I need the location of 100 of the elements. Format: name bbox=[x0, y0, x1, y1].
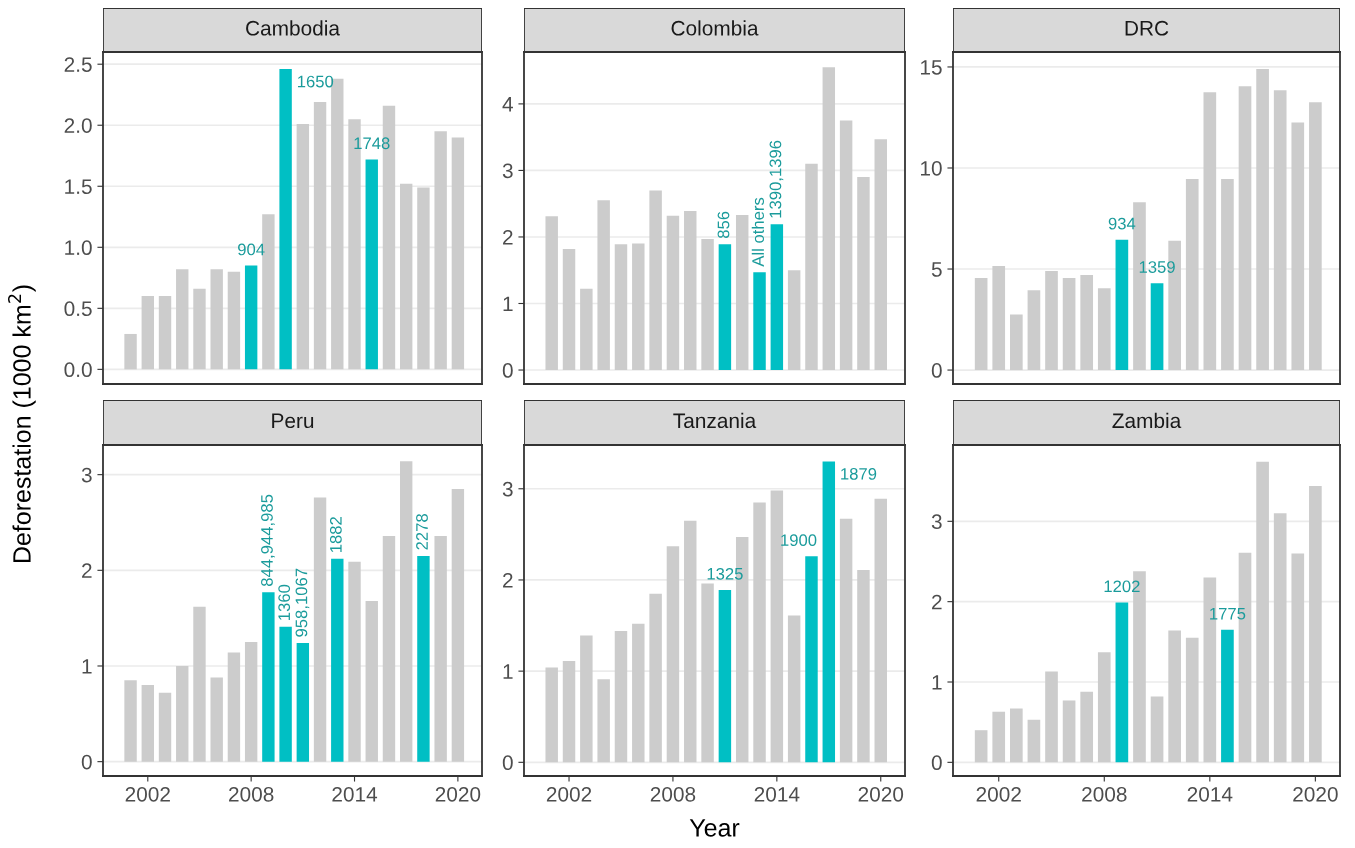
bar bbox=[1115, 602, 1129, 763]
bar bbox=[805, 556, 818, 763]
annotation: 1650 bbox=[297, 75, 334, 88]
bar bbox=[193, 288, 206, 370]
bar bbox=[857, 177, 870, 371]
bar bbox=[974, 278, 988, 371]
bar bbox=[1291, 553, 1305, 763]
bar bbox=[124, 680, 137, 762]
bar bbox=[992, 265, 1006, 371]
annotation: 856 bbox=[717, 211, 730, 238]
bar bbox=[822, 461, 836, 763]
chart-title: DRC bbox=[1125, 20, 1169, 36]
annotation: 904 bbox=[238, 243, 265, 256]
bar bbox=[1291, 122, 1305, 371]
bar bbox=[1221, 179, 1234, 371]
y-tick-label: 1 bbox=[82, 659, 92, 674]
bar bbox=[545, 216, 558, 371]
y-tick-label: 5 bbox=[931, 262, 942, 277]
bar bbox=[735, 215, 749, 371]
annotation: 2278 bbox=[416, 514, 428, 550]
annotation: 958,1067 bbox=[295, 568, 310, 637]
bar bbox=[296, 124, 310, 370]
y-tick-label: 10 bbox=[921, 160, 942, 176]
x-tick-label: 2014 bbox=[332, 786, 378, 802]
bar bbox=[1080, 691, 1094, 763]
bar bbox=[365, 159, 378, 370]
annotation: 1882 bbox=[329, 517, 342, 553]
y-tick-label: 1.5 bbox=[65, 179, 92, 195]
bar bbox=[331, 558, 344, 762]
chart-title: Peru bbox=[272, 413, 314, 429]
bar bbox=[1221, 629, 1234, 763]
bar bbox=[1062, 278, 1076, 371]
bar bbox=[1080, 275, 1094, 371]
y-tick-label: 1 bbox=[503, 664, 513, 679]
bar bbox=[1309, 485, 1322, 763]
bar bbox=[666, 546, 680, 763]
annotation: 1748 bbox=[354, 137, 390, 150]
bar bbox=[210, 269, 223, 370]
bar bbox=[874, 498, 887, 763]
bar bbox=[313, 102, 327, 370]
bar bbox=[597, 679, 610, 763]
bar bbox=[1097, 652, 1111, 763]
bar bbox=[279, 626, 292, 762]
y-tick-label: 15 bbox=[921, 60, 942, 75]
annotation: 1390,1396 bbox=[769, 140, 784, 218]
x-tick-label: 2008 bbox=[650, 786, 696, 802]
x-tick-label: 2002 bbox=[125, 786, 170, 802]
y-tick-label: 2 bbox=[932, 594, 942, 610]
bar bbox=[141, 296, 154, 370]
annotation: 1360 bbox=[278, 584, 291, 620]
bar bbox=[1185, 637, 1199, 763]
bar bbox=[1185, 179, 1199, 371]
bar bbox=[382, 535, 396, 762]
x-tick-label: 2008 bbox=[229, 786, 274, 802]
y-axis-title: Deforestation (1000 km$^{2}$) bbox=[8, 285, 36, 563]
bar bbox=[666, 215, 680, 371]
bar bbox=[770, 224, 784, 371]
bar bbox=[434, 131, 447, 370]
bar bbox=[262, 592, 275, 762]
bar bbox=[1045, 671, 1058, 763]
bar bbox=[562, 661, 576, 763]
bar bbox=[992, 711, 1006, 763]
x-tick-label: 2002 bbox=[546, 786, 592, 802]
y-tick-label: 0 bbox=[502, 363, 513, 378]
bar bbox=[451, 489, 465, 762]
bar bbox=[313, 497, 327, 762]
annotation: 1879 bbox=[841, 467, 877, 480]
bar bbox=[1150, 696, 1164, 763]
y-tick-label: 2.0 bbox=[64, 118, 92, 133]
bar bbox=[614, 244, 628, 371]
y-tick-label: 2 bbox=[503, 572, 513, 588]
bar bbox=[684, 520, 697, 763]
bar bbox=[597, 200, 610, 371]
bar bbox=[417, 187, 430, 370]
bar bbox=[649, 593, 662, 763]
bar bbox=[1256, 68, 1269, 371]
bar bbox=[158, 296, 172, 370]
y-tick-label: 0 bbox=[502, 755, 513, 771]
bar bbox=[753, 502, 766, 763]
bar bbox=[141, 685, 154, 762]
bar bbox=[614, 631, 628, 763]
bar bbox=[1027, 719, 1041, 763]
x-tick-label: 2020 bbox=[858, 786, 904, 802]
bar bbox=[1203, 92, 1217, 371]
bar bbox=[400, 183, 413, 370]
chart-title: Tanzania bbox=[673, 412, 757, 429]
bar bbox=[348, 561, 361, 762]
bar bbox=[857, 569, 870, 763]
bar bbox=[805, 163, 818, 371]
y-tick-label: 3 bbox=[931, 514, 942, 530]
bar bbox=[580, 635, 593, 763]
bar bbox=[244, 265, 258, 370]
y-tick-label: 4 bbox=[502, 97, 513, 112]
bar bbox=[400, 461, 413, 762]
bar bbox=[1115, 239, 1129, 371]
x-tick-label: 2020 bbox=[1293, 786, 1338, 802]
bar bbox=[1150, 283, 1164, 371]
bar bbox=[974, 730, 988, 763]
annotation: 1359 bbox=[1139, 261, 1175, 273]
y-tick-label: 0.0 bbox=[64, 362, 92, 378]
